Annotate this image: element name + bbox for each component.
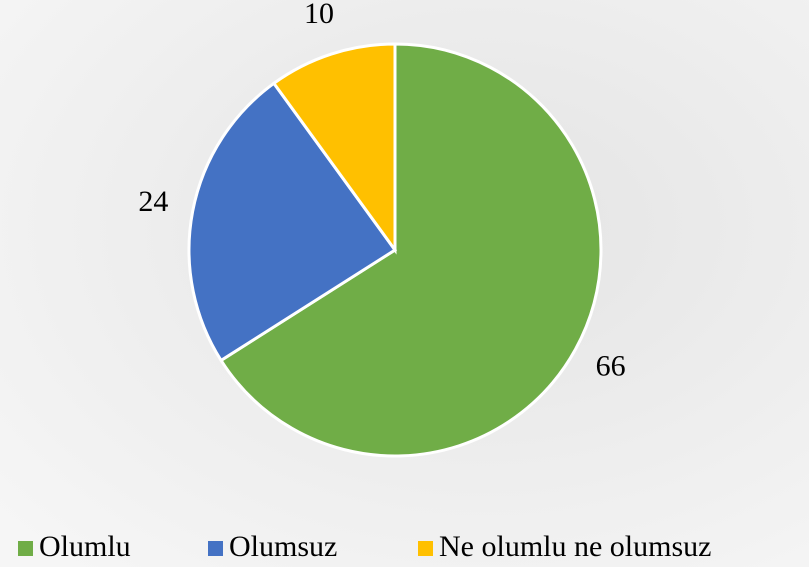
data-label: 24 — [138, 185, 168, 218]
legend-swatch — [418, 541, 433, 556]
legend: Olumlu Olumsuz Ne olumlu ne olumsuz — [18, 530, 711, 563]
legend-swatch — [208, 541, 223, 556]
legend-label: Olumsuz — [229, 530, 337, 563]
pie-slice — [187, 81, 398, 363]
pie-slice — [218, 42, 603, 458]
legend-label: Olumlu — [39, 530, 131, 563]
legend-label: Ne olumlu ne olumsuz — [439, 530, 711, 563]
pie-slice — [271, 42, 397, 255]
pie: 66 24 10 — [138, 0, 626, 458]
legend-swatch — [18, 541, 33, 556]
data-label: 10 — [304, 0, 334, 30]
data-label: 66 — [596, 349, 626, 382]
